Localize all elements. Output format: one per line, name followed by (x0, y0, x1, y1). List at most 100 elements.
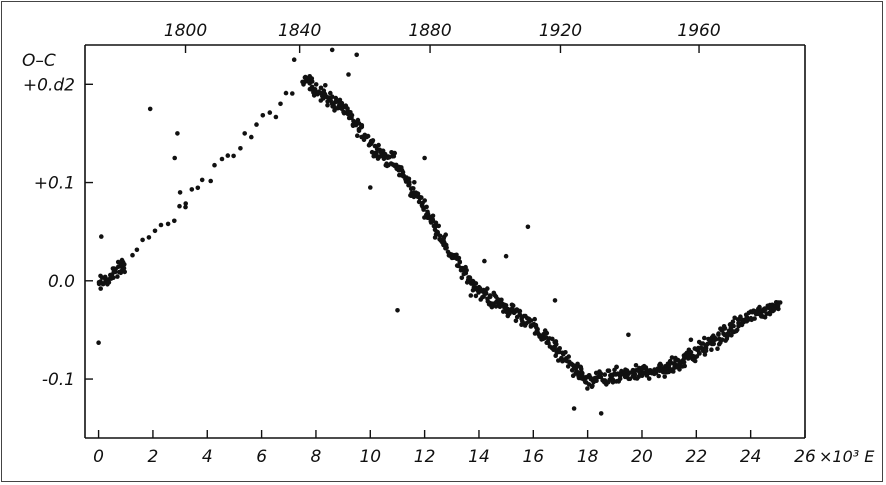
data-point (467, 275, 473, 280)
data-point (437, 233, 443, 239)
data-point (212, 162, 217, 168)
data-point (709, 347, 714, 353)
data-point (713, 336, 719, 342)
data-point (554, 342, 559, 347)
x-tick-label: 2 (148, 447, 159, 467)
data-point (158, 222, 164, 228)
data-point (762, 315, 768, 320)
data-point (349, 113, 355, 118)
data-point (208, 178, 213, 184)
outlier-point (571, 406, 577, 411)
outlier-point (346, 72, 351, 77)
data-point (767, 311, 773, 317)
data-point (355, 133, 360, 138)
data-point (729, 333, 734, 338)
data-point (424, 204, 429, 210)
data-point (716, 332, 721, 337)
data-point (406, 176, 412, 182)
data-point (333, 95, 339, 101)
y-tick-label: 0.0 (48, 272, 75, 292)
data-point (688, 349, 694, 355)
x-tick-label: 26 (794, 447, 816, 467)
data-point (557, 346, 562, 351)
data-point (436, 223, 442, 229)
data-point (225, 153, 231, 158)
data-point (260, 113, 266, 118)
tick-marks (85, 45, 806, 438)
x-tick-label: 24 (740, 447, 762, 467)
data-point (329, 94, 335, 99)
data-point (513, 318, 519, 324)
data-point (681, 359, 687, 365)
data-point (199, 177, 205, 183)
data-point (544, 330, 550, 336)
data-point (111, 275, 116, 281)
data-point (731, 323, 736, 329)
data-point (323, 83, 328, 88)
year-label: 1960 (677, 21, 720, 41)
data-point (692, 358, 698, 364)
data-point (594, 378, 599, 384)
outlier-point (175, 131, 180, 136)
x-tick-label: 6 (256, 447, 267, 467)
outlier-point (147, 106, 153, 112)
data-point (231, 153, 236, 159)
data-point (376, 142, 381, 148)
data-point (238, 146, 243, 151)
outlier-point (183, 204, 188, 210)
data-point (370, 138, 376, 143)
data-point (249, 134, 254, 140)
data-point (189, 187, 195, 192)
data-point (146, 235, 152, 240)
data-point (777, 300, 783, 305)
data-point (415, 191, 421, 196)
outlier-point (96, 340, 101, 346)
data-point (724, 336, 730, 342)
data-points (96, 47, 783, 416)
data-point (422, 198, 428, 203)
x-tick-label: 16 (522, 447, 544, 467)
data-point (485, 286, 490, 291)
outlier-point (688, 337, 694, 343)
outlier-point (598, 411, 604, 416)
data-point (356, 128, 362, 133)
data-point (580, 373, 585, 379)
data-point (177, 203, 182, 209)
outlier-point (177, 190, 183, 195)
data-point (359, 123, 365, 128)
x-tick-label: 8 (311, 447, 322, 467)
outlier-point (172, 155, 177, 161)
outlier-point (482, 258, 487, 264)
data-point (702, 352, 708, 357)
data-point (598, 371, 604, 376)
data-point (700, 341, 706, 346)
data-point (633, 363, 639, 368)
outlier-point (368, 185, 373, 190)
data-point (419, 195, 424, 200)
data-point (487, 294, 493, 300)
data-point (499, 297, 504, 303)
data-point (412, 180, 417, 185)
data-point (345, 106, 350, 111)
outlier-point (503, 253, 509, 259)
data-point (195, 185, 201, 191)
data-point (585, 386, 590, 391)
outlier-point (422, 155, 427, 161)
data-point (283, 90, 289, 96)
outlier-point (395, 308, 400, 313)
data-point (669, 355, 675, 360)
data-point (121, 266, 127, 271)
data-point (730, 319, 736, 325)
data-point (510, 303, 516, 308)
x-tick-label: 20 (631, 447, 653, 467)
data-point (614, 364, 619, 370)
data-point (130, 252, 135, 258)
data-point (318, 85, 324, 91)
data-point (606, 368, 612, 374)
data-point (140, 237, 145, 243)
data-point (407, 179, 412, 185)
data-point (702, 335, 707, 341)
data-point (273, 114, 279, 120)
